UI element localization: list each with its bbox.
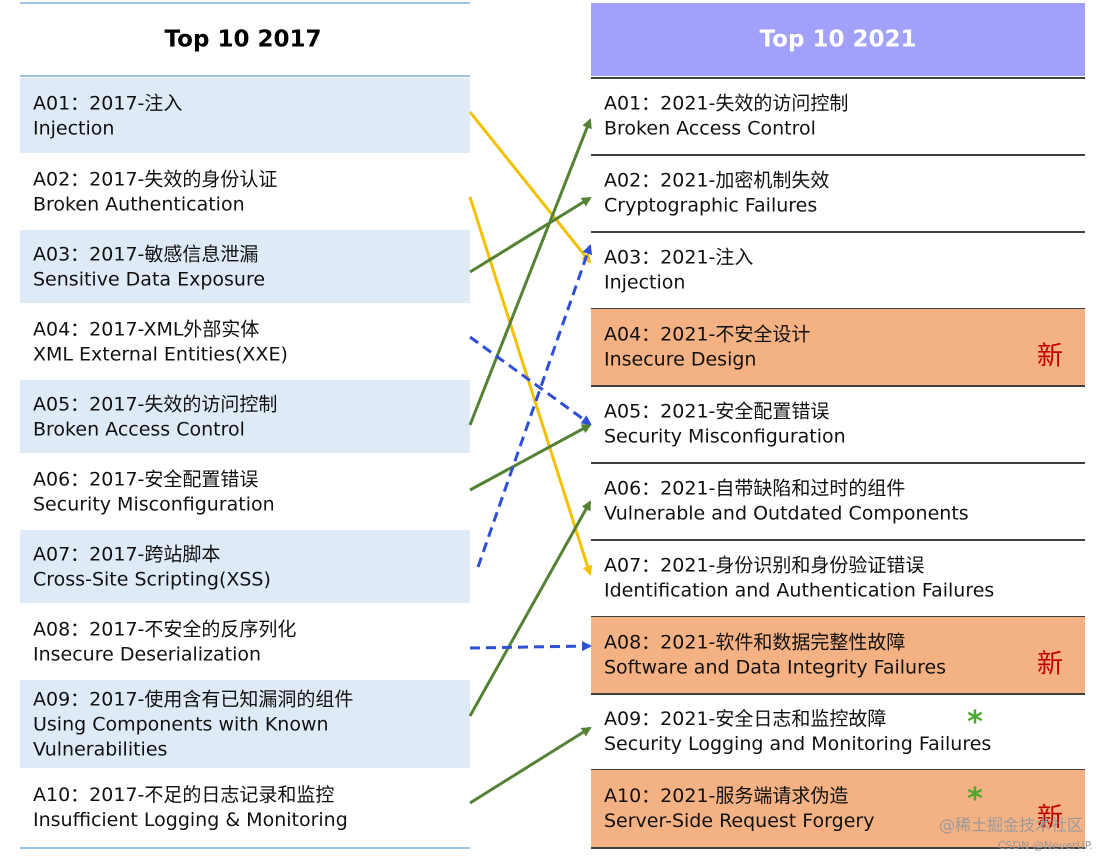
item-text: A01：2017-注入 <box>33 93 182 115</box>
item-text: Broken Authentication <box>33 194 245 216</box>
item-text: A04：2017-XML外部实体 <box>33 319 259 341</box>
item-text: A06：2017-安全配置错误 <box>33 469 258 491</box>
arrow <box>476 244 593 568</box>
item-text: Cryptographic Failures <box>604 195 817 217</box>
arrow <box>468 111 592 264</box>
row-bg <box>591 617 1085 694</box>
item-text: Using Components with Known <box>33 714 329 736</box>
item-text: A07：2021-身份识别和身份验证错误 <box>604 555 924 577</box>
row-bg <box>20 380 470 453</box>
item-text: Vulnerable and Outdated Components <box>604 503 969 525</box>
item-text: A09：2021-安全日志和监控故障 <box>604 708 886 730</box>
star: * <box>967 782 983 817</box>
right-title: Top 10 2021 <box>760 27 917 53</box>
row-bg <box>20 78 470 153</box>
item-text: A01：2021-失效的访问控制 <box>604 93 848 115</box>
left-title: Top 10 2017 <box>165 27 322 53</box>
arrow <box>469 726 592 805</box>
title-box <box>591 3 1085 76</box>
item-text: A07：2017-跨站脚本 <box>33 544 220 566</box>
row-bg <box>20 230 470 303</box>
item-text: Broken Access Control <box>33 419 245 441</box>
new-badge: 新 <box>1037 650 1063 680</box>
arrow <box>468 118 592 426</box>
arrows <box>468 111 593 805</box>
item-text: XML External Entities(XXE) <box>33 344 288 366</box>
item-text: Identification and Authentication Failur… <box>604 580 994 602</box>
arrow <box>469 641 592 652</box>
new-badge: 新 <box>1037 803 1063 833</box>
watermark: CSDN @NeverUP. <box>998 839 1093 852</box>
item-text: Injection <box>33 118 114 140</box>
arrow <box>468 500 592 717</box>
star: * <box>967 705 983 740</box>
item-text: A10：2021-服务端请求伪造 <box>604 785 848 807</box>
item-text: A05：2017-失效的访问控制 <box>33 394 277 416</box>
new-badge: 新 <box>1037 342 1063 372</box>
arrow <box>469 423 592 492</box>
item-text: Insufficient Logging & Monitoring <box>33 809 348 831</box>
item-text: A06：2021-自带缺陷和过时的组件 <box>604 478 905 500</box>
item-text: Security Logging and Monitoring Failures <box>604 733 991 755</box>
item-text: A03：2017-敏感信息泄漏 <box>33 244 258 266</box>
rows: Top 10 2017 A01：2017-注入 Injection A02：2017-… <box>20 2 1085 849</box>
item-text: A09：2017-使用含有已知漏洞的组件 <box>33 689 353 711</box>
item-text: Injection <box>604 272 685 294</box>
item-text: Vulnerabilities <box>33 739 167 761</box>
item-text: Insecure Deserialization <box>33 644 261 666</box>
item-text: A08：2017-不安全的反序列化 <box>33 619 296 641</box>
row-bg <box>20 680 470 768</box>
item-text: A10：2017-不足的日志记录和监控 <box>33 784 334 806</box>
item-text: A02：2017-失效的身份认证 <box>33 169 277 191</box>
item-text: Insecure Design <box>604 349 756 371</box>
row-bg <box>591 770 1085 848</box>
row-bg <box>591 309 1085 386</box>
item-text: Broken Access Control <box>604 118 816 140</box>
item-text: Software and Data Integrity Failures <box>604 657 946 679</box>
item-text: Security Misconfiguration <box>33 494 275 516</box>
item-text: A05：2021-安全配置错误 <box>604 401 829 423</box>
item-text: Sensitive Data Exposure <box>33 269 265 291</box>
item-text: A03：2021-注入 <box>604 247 753 269</box>
item-text: Security Misconfiguration <box>604 426 846 448</box>
arrow <box>469 196 592 274</box>
item-text: Server-Side Request Forgery <box>604 810 874 832</box>
arrow <box>468 196 593 576</box>
watermark: @稀土掘金技术社区 <box>939 816 1083 835</box>
item-text: A04：2021-不安全设计 <box>604 324 810 346</box>
row-bg <box>20 530 470 603</box>
item-text: A02：2021-加密机制失效 <box>604 170 829 192</box>
item-text: Cross-Site Scripting(XSS) <box>33 569 271 591</box>
arrow <box>469 335 592 426</box>
item-text: A08：2021-软件和数据完整性故障 <box>604 632 905 654</box>
